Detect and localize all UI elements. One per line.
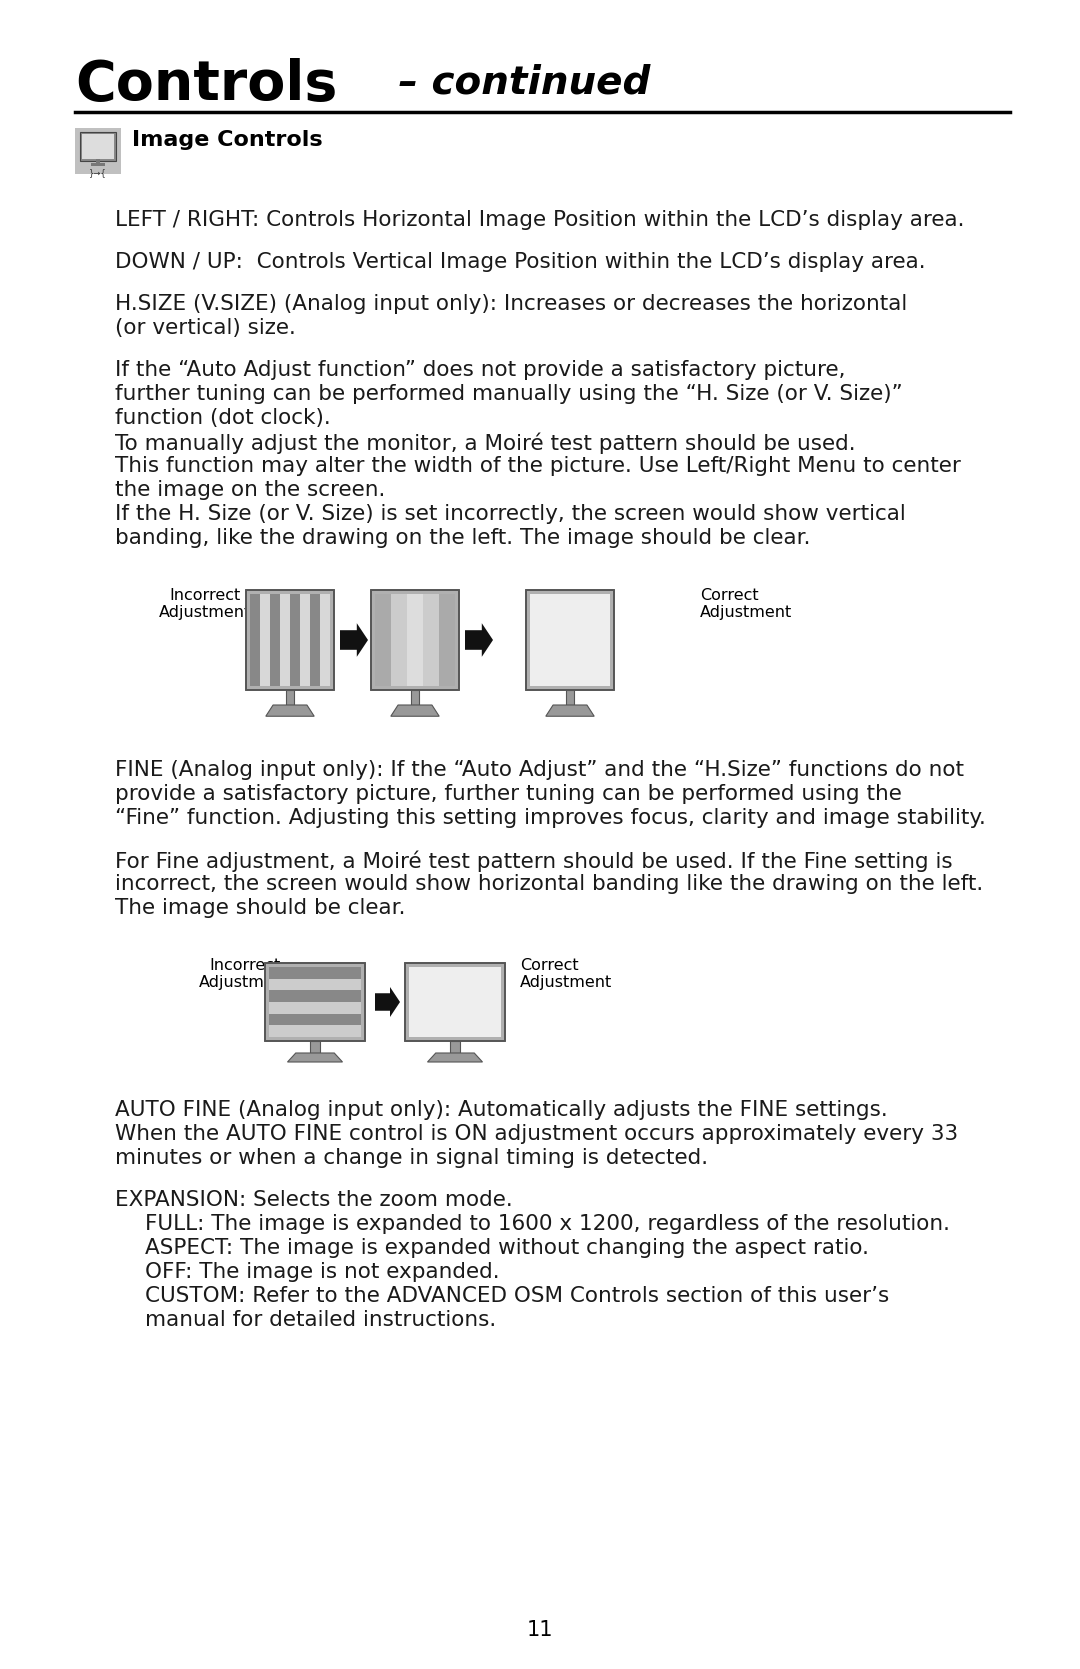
Text: incorrect, the screen would show horizontal banding like the drawing on the left: incorrect, the screen would show horizon…	[114, 875, 983, 895]
Text: banding, like the drawing on the left. The image should be clear.: banding, like the drawing on the left. T…	[114, 527, 810, 547]
Text: When the AUTO FINE control is ON adjustment occurs approximately every 33: When the AUTO FINE control is ON adjustm…	[114, 1123, 958, 1143]
Bar	[265, 963, 365, 1041]
Polygon shape	[266, 704, 314, 716]
Text: If the H. Size (or V. Size) is set incorrectly, the screen would show vertical: If the H. Size (or V. Size) is set incor…	[114, 504, 906, 524]
Bar	[310, 1041, 320, 1053]
Text: AUTO FINE (Analog input only): Automatically adjusts the FINE settings.: AUTO FINE (Analog input only): Automatic…	[114, 1100, 888, 1120]
Text: This function may alter the width of the picture. Use Left/Right Menu to center: This function may alter the width of the…	[114, 456, 961, 476]
Bar	[285, 689, 295, 704]
Bar	[96, 159, 100, 164]
Text: minutes or when a change in signal timing is detected.: minutes or when a change in signal timin…	[114, 1148, 708, 1168]
Bar	[526, 591, 615, 689]
Text: CUSTOM: Refer to the ADVANCED OSM Controls section of this user’s: CUSTOM: Refer to the ADVANCED OSM Contro…	[145, 1287, 889, 1307]
Polygon shape	[428, 1053, 483, 1061]
Polygon shape	[465, 623, 492, 658]
Text: ASPECT: The image is expanded without changing the aspect ratio.: ASPECT: The image is expanded without ch…	[145, 1238, 869, 1258]
Bar	[405, 963, 505, 1041]
Text: provide a satisfactory picture, further tuning can be performed using the: provide a satisfactory picture, further …	[114, 784, 902, 804]
Text: OFF: The image is not expanded.: OFF: The image is not expanded.	[145, 1262, 500, 1282]
Bar	[438, 594, 455, 686]
Text: H.SIZE (V.SIZE) (Analog input only): Increases or decreases the horizontal: H.SIZE (V.SIZE) (Analog input only): Inc…	[114, 294, 907, 314]
Bar	[246, 591, 334, 689]
Bar	[372, 591, 459, 689]
Text: function (dot clock).: function (dot clock).	[114, 407, 330, 427]
Bar	[300, 594, 310, 686]
Bar	[82, 134, 114, 159]
Bar	[320, 594, 330, 686]
Bar	[310, 594, 320, 686]
Text: “Fine” function. Adjusting this setting improves focus, clarity and image stabil: “Fine” function. Adjusting this setting …	[114, 808, 986, 828]
Text: FINE (Analog input only): If the “Auto Adjust” and the “H.Size” functions do not: FINE (Analog input only): If the “Auto A…	[114, 759, 964, 779]
Bar	[246, 591, 334, 689]
Text: further tuning can be performed manually using the “H. Size (or V. Size)”: further tuning can be performed manually…	[114, 384, 903, 404]
Bar	[526, 591, 615, 689]
Bar	[280, 594, 291, 686]
Text: For Fine adjustment, a Moiré test pattern should be used. If the Fine setting is: For Fine adjustment, a Moiré test patter…	[114, 850, 953, 871]
Bar	[450, 1041, 460, 1053]
Bar	[372, 591, 459, 689]
Bar	[269, 1001, 361, 1013]
Bar	[265, 963, 365, 1041]
Text: DOWN / UP:  Controls Vertical Image Position within the LCD’s display area.: DOWN / UP: Controls Vertical Image Posit…	[114, 252, 926, 272]
Bar	[270, 594, 280, 686]
Bar	[375, 594, 391, 686]
Text: 11: 11	[527, 1621, 553, 1641]
Bar	[391, 594, 407, 686]
Text: LEFT / RIGHT: Controls Horizontal Image Position within the LCD’s display area.: LEFT / RIGHT: Controls Horizontal Image …	[114, 210, 964, 230]
Bar	[260, 594, 270, 686]
Bar	[410, 689, 419, 704]
Text: Image Controls: Image Controls	[132, 130, 323, 150]
Bar	[269, 1013, 361, 1025]
Text: If the “Auto Adjust function” does not provide a satisfactory picture,: If the “Auto Adjust function” does not p…	[114, 361, 846, 381]
Bar	[423, 594, 438, 686]
Bar	[269, 978, 361, 990]
Text: The image should be clear.: The image should be clear.	[114, 898, 405, 918]
Bar	[269, 990, 361, 1001]
Bar	[409, 966, 501, 1036]
Text: (or vertical) size.: (or vertical) size.	[114, 319, 296, 339]
Bar	[407, 594, 423, 686]
Polygon shape	[391, 704, 440, 716]
Bar	[75, 129, 121, 174]
Text: Correct
Adjustment: Correct Adjustment	[700, 587, 793, 621]
Bar	[269, 1025, 361, 1036]
Text: Incorrect
Adjustment: Incorrect Adjustment	[159, 587, 252, 621]
Bar	[566, 689, 575, 704]
Bar	[291, 594, 300, 686]
Polygon shape	[375, 986, 400, 1016]
Text: the image on the screen.: the image on the screen.	[114, 481, 386, 501]
Bar	[91, 164, 105, 165]
Text: To manually adjust the monitor, a Moiré test pattern should be used.: To manually adjust the monitor, a Moiré …	[114, 432, 855, 454]
Text: }→{: }→{	[90, 169, 107, 177]
Text: – continued: – continued	[384, 63, 650, 102]
Bar	[249, 594, 260, 686]
Text: EXPANSION: Selects the zoom mode.: EXPANSION: Selects the zoom mode.	[114, 1190, 513, 1210]
Bar	[530, 594, 610, 686]
Bar	[405, 963, 505, 1041]
Polygon shape	[287, 1053, 342, 1061]
Polygon shape	[340, 623, 368, 658]
Text: Incorrect
Adjustment: Incorrect Adjustment	[199, 958, 292, 990]
Text: manual for detailed instructions.: manual for detailed instructions.	[145, 1310, 496, 1330]
Polygon shape	[545, 704, 594, 716]
Bar	[269, 966, 361, 978]
Text: Correct
Adjustment: Correct Adjustment	[519, 958, 612, 990]
Text: FULL: The image is expanded to 1600 x 1200, regardless of the resolution.: FULL: The image is expanded to 1600 x 12…	[145, 1213, 950, 1233]
Text: Controls: Controls	[75, 58, 337, 112]
Bar	[80, 132, 116, 160]
